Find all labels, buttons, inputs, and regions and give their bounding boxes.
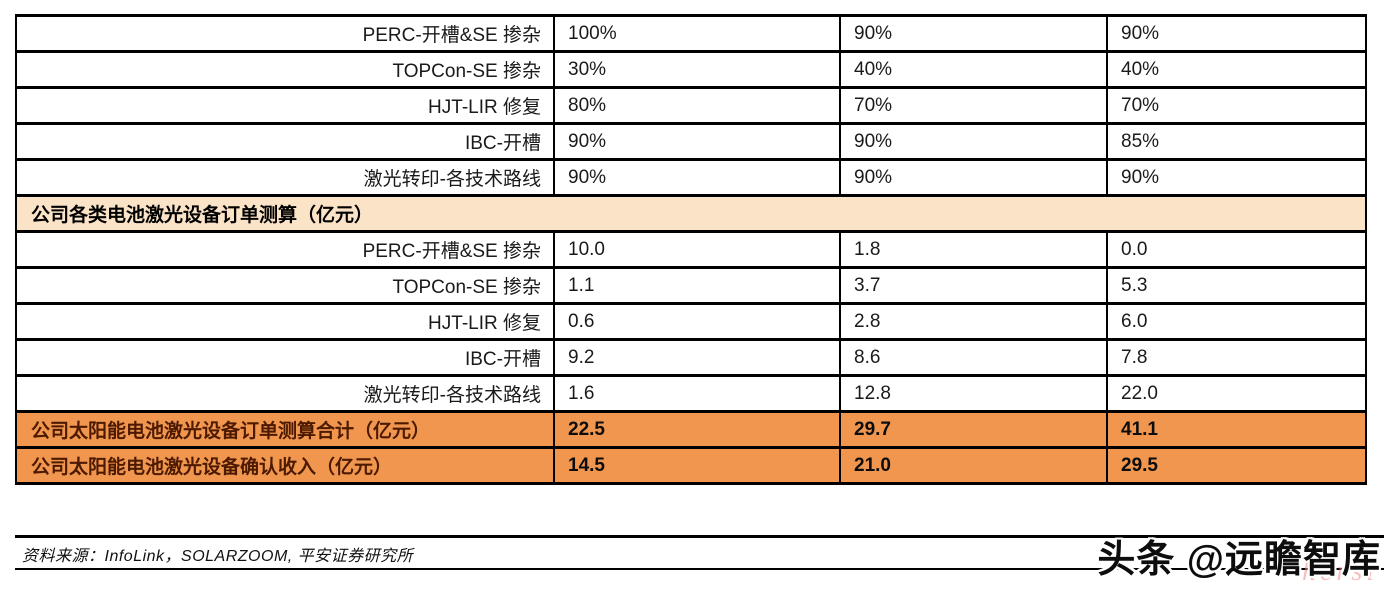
value-cell: 70% xyxy=(839,86,1108,125)
total-value-cell: 21.0 xyxy=(839,446,1108,485)
row-label: PERC-开槽&SE 掺杂 xyxy=(15,230,555,269)
row-label: TOPCon-SE 掺杂 xyxy=(15,50,555,89)
value-cell: 6.0 xyxy=(1106,302,1367,341)
value-cell: 3.7 xyxy=(839,266,1108,305)
table-row: IBC-开槽 9.2 8.6 7.8 xyxy=(15,338,1367,377)
value-cell: 85% xyxy=(1106,122,1367,161)
row-label: HJT-LIR 修复 xyxy=(15,302,555,341)
faint-red-watermark: hersi xyxy=(1302,556,1378,587)
value-cell: 100% xyxy=(553,14,841,53)
total-row-label: 公司太阳能电池激光设备订单测算合计（亿元） xyxy=(15,410,555,449)
total-value-cell: 22.5 xyxy=(553,410,841,449)
value-cell: 22.0 xyxy=(1106,374,1367,413)
total-value-cell: 14.5 xyxy=(553,446,841,485)
row-label: PERC-开槽&SE 掺杂 xyxy=(15,14,555,53)
value-cell: 1.8 xyxy=(839,230,1108,269)
footer-rule-bottom xyxy=(15,568,1384,570)
row-label: TOPCon-SE 掺杂 xyxy=(15,266,555,305)
value-cell: 90% xyxy=(553,158,841,197)
total-row-label: 公司太阳能电池激光设备确认收入（亿元） xyxy=(15,446,555,485)
value-cell: 0.0 xyxy=(1106,230,1367,269)
table-row: PERC-开槽&SE 掺杂 100% 90% 90% xyxy=(15,14,1367,53)
value-cell: 90% xyxy=(839,14,1108,53)
value-cell: 1.1 xyxy=(553,266,841,305)
row-label: IBC-开槽 xyxy=(15,122,555,161)
value-cell: 90% xyxy=(839,158,1108,197)
value-cell: 90% xyxy=(839,122,1108,161)
table-row: TOPCon-SE 掺杂 30% 40% 40% xyxy=(15,50,1367,89)
value-cell: 2.8 xyxy=(839,302,1108,341)
value-cell: 9.2 xyxy=(553,338,841,377)
total-order-row: 公司太阳能电池激光设备订单测算合计（亿元） 22.5 29.7 41.1 xyxy=(15,410,1367,449)
value-cell: 80% xyxy=(553,86,841,125)
value-cell: 5.3 xyxy=(1106,266,1367,305)
table-row: 激光转印-各技术路线 90% 90% 90% xyxy=(15,158,1367,197)
value-cell: 90% xyxy=(1106,14,1367,53)
value-cell: 12.8 xyxy=(839,374,1108,413)
laser-equipment-table: PERC-开槽&SE 掺杂 100% 90% 90% TOPCon-SE 掺杂 … xyxy=(15,14,1367,485)
table-row: HJT-LIR 修复 80% 70% 70% xyxy=(15,86,1367,125)
value-cell: 10.0 xyxy=(553,230,841,269)
table-row: IBC-开槽 90% 90% 85% xyxy=(15,122,1367,161)
table-row: TOPCon-SE 掺杂 1.1 3.7 5.3 xyxy=(15,266,1367,305)
section-header-row: 公司各类电池激光设备订单测算（亿元） xyxy=(15,194,1367,233)
value-cell: 1.6 xyxy=(553,374,841,413)
table-row: 激光转印-各技术路线 1.6 12.8 22.0 xyxy=(15,374,1367,413)
row-label: 激光转印-各技术路线 xyxy=(15,158,555,197)
row-label: 激光转印-各技术路线 xyxy=(15,374,555,413)
source-note: 资料来源：InfoLink，SOLARZOOM, 平安证券研究所 xyxy=(22,548,414,565)
value-cell: 70% xyxy=(1106,86,1367,125)
footer-rule-top xyxy=(15,535,1384,538)
total-value-cell: 29.5 xyxy=(1106,446,1367,485)
table-row: PERC-开槽&SE 掺杂 10.0 1.8 0.0 xyxy=(15,230,1367,269)
value-cell: 90% xyxy=(553,122,841,161)
confirmed-revenue-row: 公司太阳能电池激光设备确认收入（亿元） 14.5 21.0 29.5 xyxy=(15,446,1367,485)
total-value-cell: 29.7 xyxy=(839,410,1108,449)
value-cell: 0.6 xyxy=(553,302,841,341)
total-value-cell: 41.1 xyxy=(1106,410,1367,449)
value-cell: 40% xyxy=(1106,50,1367,89)
row-label: HJT-LIR 修复 xyxy=(15,86,555,125)
value-cell: 30% xyxy=(553,50,841,89)
toutiao-watermark: 头条 @远瞻智库 xyxy=(1097,539,1381,581)
value-cell: 40% xyxy=(839,50,1108,89)
value-cell: 7.8 xyxy=(1106,338,1367,377)
section-header-label: 公司各类电池激光设备订单测算（亿元） xyxy=(15,194,1367,233)
value-cell: 90% xyxy=(1106,158,1367,197)
table-row: HJT-LIR 修复 0.6 2.8 6.0 xyxy=(15,302,1367,341)
row-label: IBC-开槽 xyxy=(15,338,555,377)
value-cell: 8.6 xyxy=(839,338,1108,377)
